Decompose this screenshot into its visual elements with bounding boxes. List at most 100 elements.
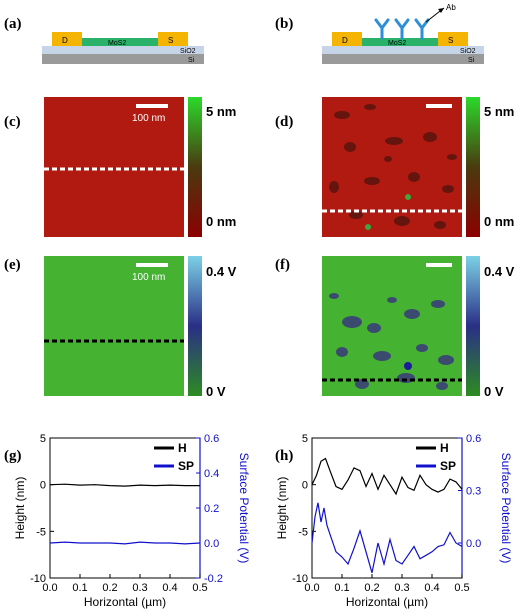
y-tick-label: 5 bbox=[302, 433, 308, 445]
potential-max-label: 0.4 V bbox=[484, 264, 515, 279]
y2-axis-label: Surface Potential (V) bbox=[237, 453, 251, 564]
drain-electrode bbox=[332, 32, 362, 46]
source-label: S bbox=[168, 36, 173, 45]
legend-label-sp: SP bbox=[440, 459, 456, 473]
panel-label-f: (f) bbox=[275, 257, 290, 273]
afm-height-map-c: 100 nm bbox=[44, 97, 184, 237]
antibody-icons bbox=[374, 18, 430, 40]
potential-colorbar-e bbox=[188, 256, 202, 396]
height-map-surface bbox=[322, 97, 462, 237]
panel-label-d: (d) bbox=[275, 114, 294, 130]
y2-tick-label: 0.0 bbox=[466, 538, 481, 550]
x-tick-label: 0.0 bbox=[304, 582, 319, 594]
potential-features bbox=[329, 293, 454, 390]
line-profile-chart-h: 0.0 0.1 0.2 0.3 0.4 0.5 5 0 -5 -10 0.6 0.3 0.0 Horizo… bbox=[275, 433, 513, 609]
source-electrode bbox=[438, 32, 468, 46]
potential-map-surface bbox=[44, 256, 184, 396]
potential-feature-dot bbox=[404, 362, 412, 370]
height-max-label: 5 nm bbox=[206, 104, 237, 119]
mos2-channel bbox=[62, 38, 184, 46]
y-tick-label: -10 bbox=[30, 573, 46, 585]
potential-min-label: 0 V bbox=[206, 384, 226, 399]
y-tick-label: 0 bbox=[302, 480, 308, 492]
silicon-layer bbox=[42, 54, 204, 64]
y2-tick-label: 0.3 bbox=[466, 486, 481, 498]
panel-label-h: (h) bbox=[275, 448, 294, 464]
drain-label: D bbox=[342, 36, 348, 45]
potential-colorbar-f bbox=[466, 256, 480, 396]
mos2-channel bbox=[342, 38, 464, 46]
y-tick-label: -10 bbox=[292, 573, 308, 585]
panel-label-e: (e) bbox=[4, 257, 21, 273]
scalebar-label: 100 nm bbox=[132, 272, 165, 283]
source-label: S bbox=[448, 36, 453, 45]
legend-label-h: H bbox=[440, 441, 449, 455]
y-tick-label: 0 bbox=[40, 480, 46, 492]
y2-tick-label: -0.2 bbox=[204, 573, 223, 585]
y-tick-label: -5 bbox=[298, 526, 308, 538]
panel-label-b: (b) bbox=[275, 16, 294, 32]
y2-tick-label: 0.6 bbox=[466, 433, 481, 445]
x-tick-label: 0.3 bbox=[394, 582, 409, 594]
surface-potential-map-e: 100 nm bbox=[44, 256, 184, 396]
drain-label: D bbox=[62, 36, 68, 45]
height-feature-dot bbox=[365, 224, 371, 230]
x-tick-label: 0.5 bbox=[454, 582, 469, 594]
y2-tick-label: 0.4 bbox=[204, 468, 219, 480]
oxide-layer bbox=[322, 46, 484, 54]
scalebar-label: 100 nm bbox=[132, 113, 165, 124]
x-tick-label: 0.3 bbox=[132, 582, 147, 594]
height-max-label: 5 nm bbox=[484, 104, 515, 119]
y2-axis-label: Surface Potential (V) bbox=[499, 453, 513, 564]
afm-height-map-d bbox=[322, 97, 462, 237]
substrate-label: Si bbox=[468, 57, 475, 64]
series-line-sp bbox=[311, 502, 463, 573]
y2-tick-label: 0.0 bbox=[204, 538, 219, 550]
device-schematic-a: D S MoS2 SiO2 Si bbox=[42, 32, 204, 64]
x-tick-label: 0.5 bbox=[192, 582, 207, 594]
x-tick-label: 0.0 bbox=[42, 582, 57, 594]
substrate-label: Si bbox=[188, 57, 195, 64]
y-tick-label: 5 bbox=[40, 433, 46, 445]
panel-label-c: (c) bbox=[4, 114, 21, 130]
height-min-label: 0 nm bbox=[484, 214, 515, 229]
oxide-label: SiO2 bbox=[180, 48, 196, 55]
legend-label-sp: SP bbox=[178, 459, 194, 473]
x-tick-label: 0.1 bbox=[72, 582, 87, 594]
x-tick-label: 0.2 bbox=[102, 582, 117, 594]
arrow-head-icon bbox=[438, 8, 444, 13]
series-line-h bbox=[49, 483, 200, 487]
height-feature-dot bbox=[405, 194, 411, 200]
series-line-h bbox=[311, 457, 463, 496]
x-axis-label: Horizontal (µm) bbox=[346, 595, 428, 609]
oxide-layer bbox=[42, 46, 204, 54]
height-colorbar-c bbox=[188, 97, 202, 237]
drain-electrode bbox=[52, 32, 82, 46]
x-axis-label: Horizontal (µm) bbox=[84, 595, 166, 609]
potential-max-label: 0.4 V bbox=[206, 264, 237, 279]
line-profile-chart-g: 0.0 0.1 0.2 0.3 0.4 0.5 5 0 -5 -10 0.6 0.4 0.2 0.0 -0.… bbox=[13, 433, 251, 609]
legend-label-h: H bbox=[178, 441, 187, 455]
x-tick-label: 0.4 bbox=[424, 582, 439, 594]
silicon-layer bbox=[322, 54, 484, 64]
channel-label: MoS2 bbox=[388, 40, 406, 47]
y-axis-label: Height (nm) bbox=[13, 477, 27, 540]
channel-label: MoS2 bbox=[108, 40, 126, 47]
panel-label-a: (a) bbox=[4, 16, 22, 32]
device-schematic-b: Ab D S MoS2 SiO2 Si bbox=[322, 3, 484, 64]
height-colorbar-d bbox=[466, 97, 480, 237]
source-electrode bbox=[158, 32, 188, 46]
x-tick-label: 0.1 bbox=[334, 582, 349, 594]
surface-potential-map-f bbox=[322, 256, 462, 396]
x-tick-label: 0.4 bbox=[162, 582, 177, 594]
potential-map-surface bbox=[322, 256, 462, 396]
y2-tick-label: 0.6 bbox=[204, 433, 219, 445]
height-min-label: 0 nm bbox=[206, 214, 237, 229]
height-map-surface bbox=[44, 97, 184, 237]
antibody-label: Ab bbox=[446, 3, 456, 12]
y-axis-label: Height (nm) bbox=[275, 477, 289, 540]
y-tick-label: -5 bbox=[36, 526, 46, 538]
potential-min-label: 0 V bbox=[484, 384, 504, 399]
series-line-sp bbox=[49, 541, 201, 545]
panel-label-g: (g) bbox=[4, 448, 22, 464]
